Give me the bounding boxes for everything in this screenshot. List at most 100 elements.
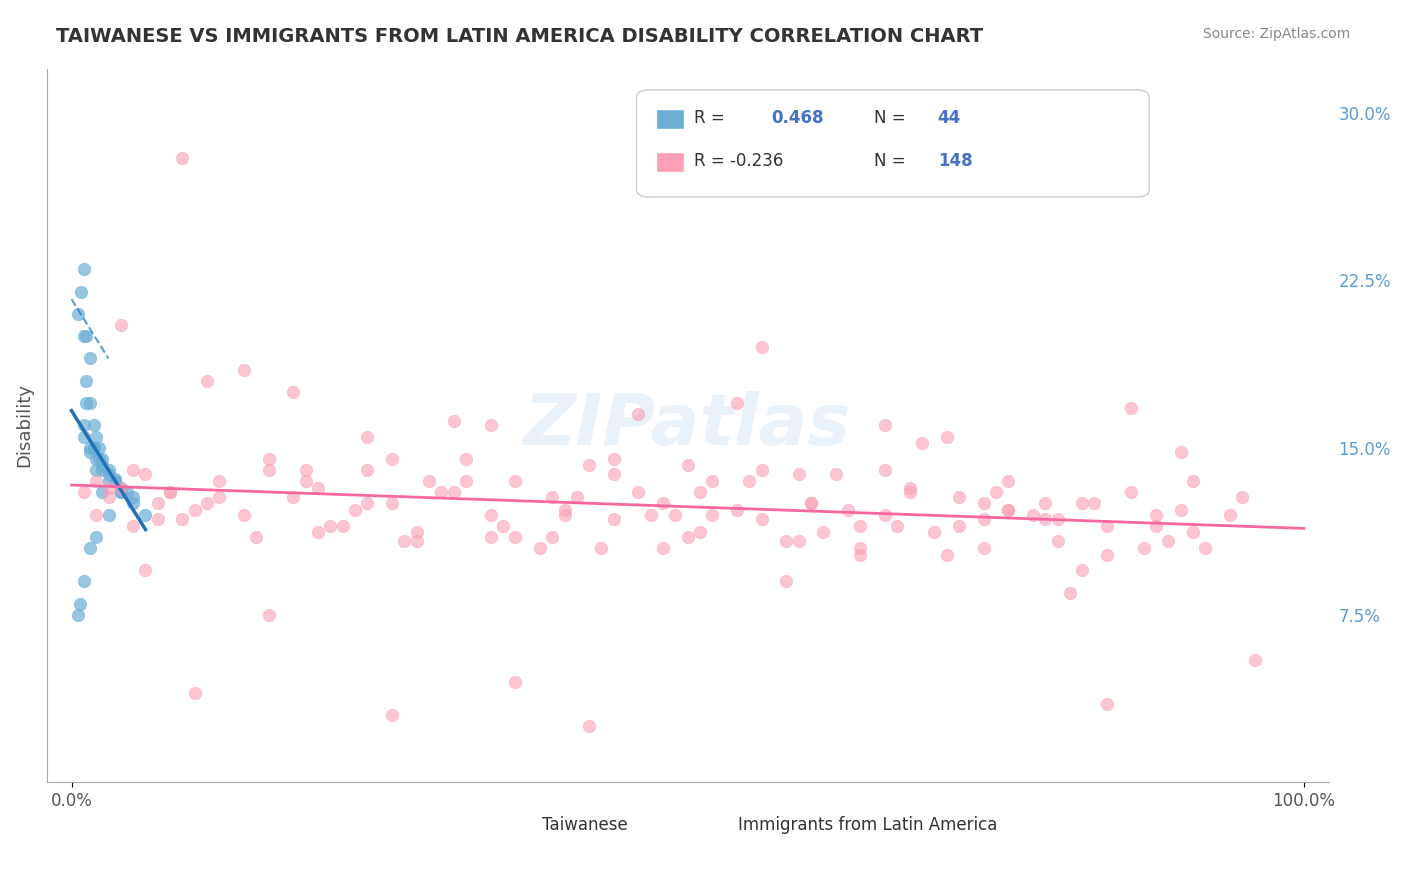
Point (104, 474, 127, 488)
Point (751, 463, 773, 477)
Point (454, 474, 477, 488)
Point (381, 708, 404, 723)
Text: 148: 148 (938, 153, 973, 170)
Point (343, 503, 366, 517)
Point (935, 548, 957, 562)
Point (104, 472, 127, 486)
Point (479, 530, 502, 544)
Point (554, 503, 576, 517)
Point (257, 451, 280, 466)
Point (294, 474, 316, 488)
Point (91, 463, 114, 477)
Point (134, 467, 156, 482)
Point (1133, 541, 1156, 555)
Point (83, 418, 105, 433)
Point (813, 525, 835, 540)
Point (84, 508, 107, 522)
Point (886, 518, 908, 533)
Point (652, 496, 675, 510)
Point (1071, 496, 1094, 510)
Point (83, 441, 105, 455)
Point (83, 441, 105, 455)
Point (1071, 563, 1094, 577)
Point (578, 719, 600, 733)
Point (122, 463, 145, 477)
Point (443, 414, 465, 428)
Point (73, 262, 96, 277)
Point (97, 481, 120, 495)
Point (84, 463, 107, 477)
Point (84, 451, 107, 466)
Point (873, 508, 896, 522)
Point (208, 474, 231, 488)
Point (997, 474, 1019, 488)
Point (405, 525, 427, 540)
Point (79, 541, 101, 555)
Y-axis label: Disability: Disability (15, 384, 32, 467)
Point (849, 518, 872, 533)
Point (554, 508, 576, 522)
Point (394, 534, 416, 549)
Point (984, 485, 1007, 500)
Point (1194, 541, 1216, 555)
Point (849, 548, 872, 562)
Point (208, 490, 231, 504)
Point (725, 503, 748, 517)
Point (122, 490, 145, 504)
Point (97, 474, 120, 488)
Point (676, 458, 699, 473)
Point (443, 485, 465, 500)
Point (603, 467, 626, 482)
Point (503, 530, 526, 544)
Point (578, 458, 600, 473)
Point (84, 429, 107, 443)
Point (91, 451, 114, 466)
Point (1022, 508, 1045, 522)
Point (75, 374, 97, 388)
Point (159, 485, 181, 500)
Text: R =: R = (695, 110, 725, 128)
Point (702, 474, 724, 488)
Point (627, 485, 650, 500)
Point (97, 490, 120, 504)
Point (66, 307, 89, 321)
Point (184, 503, 207, 517)
Point (479, 508, 502, 522)
Point (973, 496, 995, 510)
Point (652, 541, 675, 555)
FancyBboxPatch shape (655, 152, 683, 172)
FancyBboxPatch shape (655, 109, 683, 129)
Text: R = -0.236: R = -0.236 (695, 153, 783, 170)
Point (922, 525, 945, 540)
Point (283, 490, 305, 504)
Point (257, 607, 280, 622)
Point (1170, 445, 1192, 459)
Point (800, 496, 823, 510)
Point (837, 503, 859, 517)
Point (541, 530, 564, 544)
Point (565, 490, 588, 504)
Point (689, 525, 711, 540)
Point (104, 474, 127, 488)
Point (1059, 585, 1081, 599)
Point (195, 496, 218, 510)
Point (73, 574, 96, 589)
Point (233, 362, 256, 376)
Point (97, 508, 120, 522)
Point (1243, 652, 1265, 666)
Point (110, 485, 132, 500)
Point (1144, 518, 1167, 533)
Point (997, 503, 1019, 517)
Point (91, 485, 114, 500)
Point (873, 463, 896, 477)
Point (91, 458, 114, 473)
Point (283, 384, 305, 399)
Text: 44: 44 (938, 110, 960, 128)
Point (948, 518, 970, 533)
Point (935, 429, 957, 443)
Point (1095, 518, 1118, 533)
Point (1144, 508, 1167, 522)
Point (479, 418, 502, 433)
Point (702, 508, 724, 522)
Text: N =: N = (873, 110, 905, 128)
